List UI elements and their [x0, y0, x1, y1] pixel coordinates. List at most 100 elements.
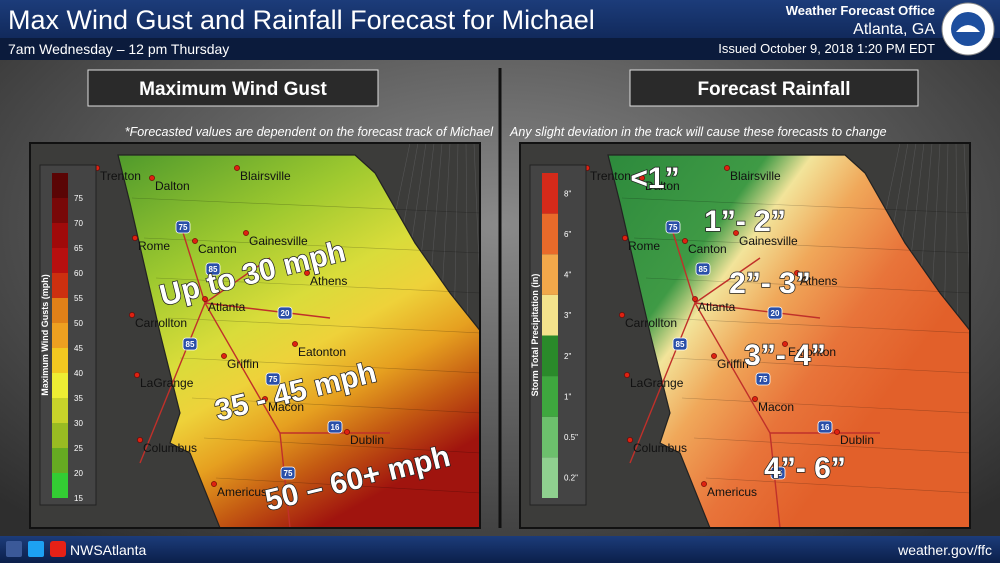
legend-swatch — [52, 423, 68, 448]
legend-tick: 6" — [564, 230, 571, 239]
legend-swatch — [542, 416, 558, 458]
highway-shield — [695, 262, 711, 276]
legend-tick: 75 — [74, 194, 83, 203]
city-label: Dalton — [155, 179, 190, 193]
city-label: Macon — [758, 400, 794, 414]
legend-tick: 20 — [74, 469, 83, 478]
highway-label: 20 — [771, 309, 780, 318]
panel-title: Forecast Rainfall — [697, 79, 850, 100]
social-handle[interactable]: NWSAtlanta — [70, 542, 146, 558]
legend-tick: 45 — [74, 344, 83, 353]
legend-tick: 40 — [74, 369, 83, 378]
legend-title: Maximum Wind Gusts (mph) — [40, 274, 50, 395]
county-line — [681, 397, 970, 414]
county-line — [167, 317, 480, 334]
city-dot — [129, 312, 135, 318]
legend-tick: 0.5" — [564, 433, 578, 442]
city-label: Atlanta — [208, 300, 246, 314]
city-dot — [292, 341, 298, 347]
city-label: Carrollton — [135, 316, 187, 330]
highway-label: 85 — [186, 340, 195, 349]
city-dot — [682, 238, 688, 244]
highway-shield — [665, 220, 681, 234]
legend-tick: 70 — [74, 219, 83, 228]
legend-tick: 55 — [74, 294, 83, 303]
highway-shield — [265, 372, 281, 386]
city-label: Dublin — [350, 433, 384, 447]
note: *Forecasted values are dependent on the … — [125, 125, 494, 139]
map-border — [519, 142, 971, 529]
highway-shield — [280, 466, 296, 480]
highway-label: 16 — [821, 423, 830, 432]
county-line — [131, 197, 480, 214]
county-line — [669, 357, 970, 374]
facebook-icon[interactable] — [6, 541, 22, 557]
city-dot — [627, 437, 633, 443]
city-label: Macon — [268, 400, 304, 414]
city-label: Athens — [800, 274, 837, 288]
highway-label: 75 — [759, 375, 768, 384]
interstate — [629, 222, 880, 528]
city-label: Eatonton — [298, 345, 346, 359]
legend-swatch — [542, 213, 558, 255]
city-dot — [192, 238, 198, 244]
county-line — [215, 477, 480, 494]
legend-swatch — [52, 348, 68, 373]
legend-tick: 25 — [74, 444, 83, 453]
highway-shield — [182, 337, 198, 351]
highway-shield — [672, 337, 688, 351]
city-label: LaGrange — [630, 376, 684, 390]
legend-swatch — [52, 298, 68, 323]
city-dot — [221, 353, 227, 359]
city-dot — [622, 235, 628, 241]
legend-swatch — [52, 323, 68, 348]
legend-tick: 4" — [564, 271, 571, 280]
legend-tick: 35 — [74, 394, 83, 403]
legend-swatch — [52, 373, 68, 398]
highway-shield — [770, 466, 786, 480]
city-dot — [619, 312, 625, 318]
office: Weather Forecast Office — [786, 3, 935, 18]
state-fill — [117, 154, 480, 528]
city-dot — [782, 341, 788, 347]
city-label: LaGrange — [140, 376, 194, 390]
highway-shield — [767, 306, 783, 320]
highway-shield — [277, 306, 293, 320]
city-dot — [711, 353, 717, 359]
city-dot — [211, 481, 217, 487]
city-label: Rome — [138, 239, 170, 253]
panel-title-box — [87, 69, 379, 107]
city-dot — [624, 372, 630, 378]
county-line — [155, 277, 480, 294]
highway-label: 75 — [269, 375, 278, 384]
highway-label: 85 — [676, 340, 685, 349]
legend-swatch — [52, 248, 68, 273]
youtube-icon[interactable] — [50, 541, 66, 557]
city-dot — [733, 230, 739, 236]
highway-label: 85 — [699, 265, 708, 274]
highway-label: 75 — [179, 223, 188, 232]
legend-tick: 2" — [564, 352, 571, 361]
legend-swatch — [52, 198, 68, 223]
city-label: Blairsville — [730, 169, 781, 183]
county-line — [203, 437, 480, 454]
zone-label: 2”- 3” — [729, 267, 811, 300]
city-dot — [344, 429, 350, 435]
city-dot — [243, 230, 249, 236]
county-line — [191, 397, 480, 414]
twitter-icon[interactable] — [28, 541, 44, 557]
interstate — [139, 222, 390, 528]
highway-shield — [175, 220, 191, 234]
county-line — [657, 317, 970, 334]
zone-label: 3”- 4” — [744, 339, 826, 372]
city-label: Canton — [688, 242, 727, 256]
county-line — [473, 143, 480, 295]
city-label: Trenton — [100, 169, 141, 183]
county-line — [179, 357, 480, 374]
city-dot — [639, 175, 645, 181]
legend-swatch — [542, 254, 558, 295]
highway-shield — [755, 372, 771, 386]
nws-logo — [941, 2, 995, 56]
website[interactable]: weather.gov/ffc — [897, 542, 992, 558]
city-label: Griffin — [227, 357, 259, 371]
